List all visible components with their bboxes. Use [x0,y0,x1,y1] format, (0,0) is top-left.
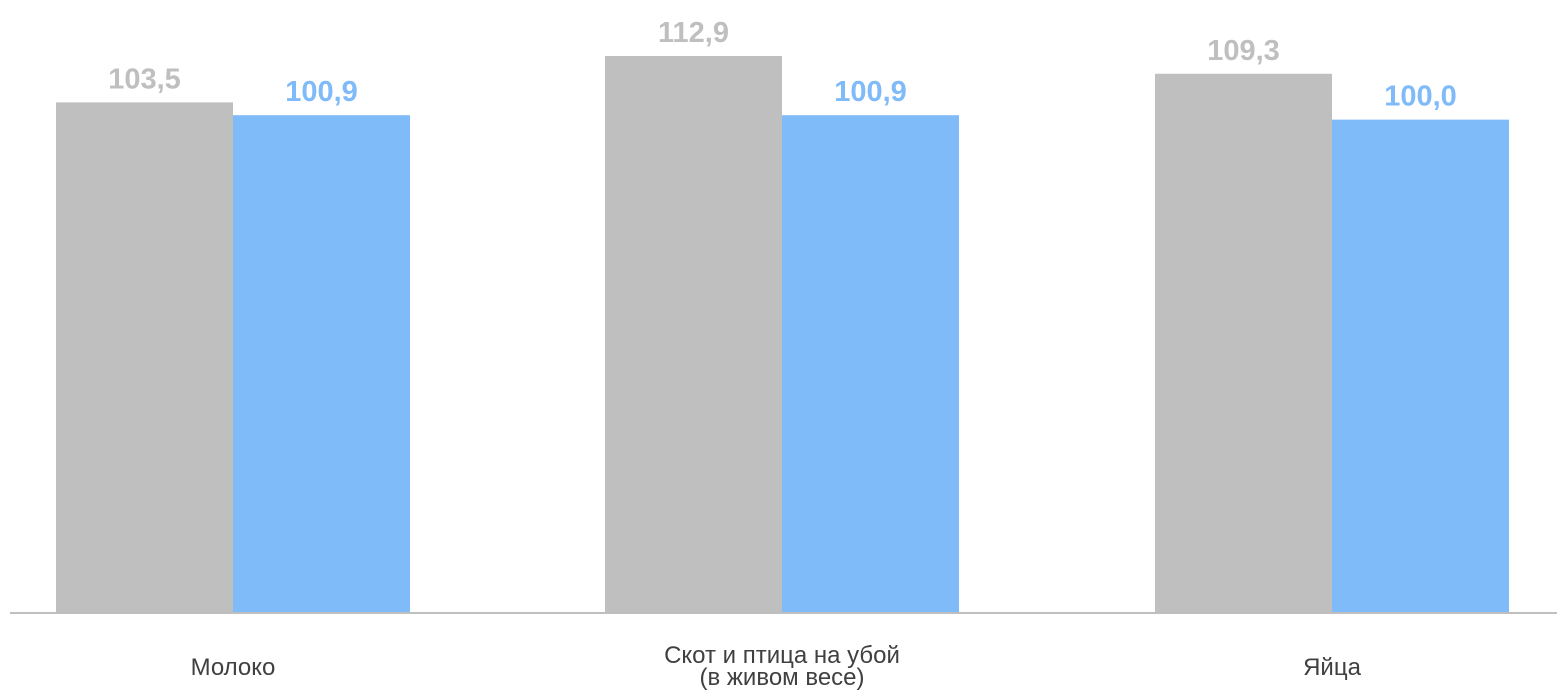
category-labels-layer: Молоко Скот и птица на убой (в живом весе)… [191,642,1362,691]
category-label-line: (в живом весе) [699,664,864,691]
category-label-2: Скот и птица на убой (в живом весе) [664,642,900,691]
bar-series1-cat3 [1155,73,1332,613]
bar-series2-cat1 [233,115,410,614]
value-labels-layer: 103,5 100,9 112,9 100,9 109,3 100,0 [108,17,1457,113]
category-label-line: Молоко [191,654,276,681]
bar-series2-cat2 [782,115,959,614]
data-label-series1-cat3: 109,3 [1207,35,1280,67]
bar-series2-cat3 [1332,119,1509,614]
data-label-series2-cat1: 100,9 [285,76,358,108]
category-label-1: Молоко [191,654,276,681]
data-label-series1-cat1: 103,5 [108,63,181,95]
bars-layer [56,56,1509,614]
category-label-3: Яйца [1303,654,1361,681]
bar-series1-cat1 [56,102,233,614]
data-label-series1-cat2: 112,9 [658,17,729,49]
category-label-line: Яйца [1303,654,1361,681]
category-label-line: Скот и птица на убой [664,642,900,669]
data-label-series2-cat2: 100,9 [834,76,907,108]
data-label-series2-cat3: 100,0 [1384,81,1457,113]
bar-series1-cat2 [605,56,782,613]
